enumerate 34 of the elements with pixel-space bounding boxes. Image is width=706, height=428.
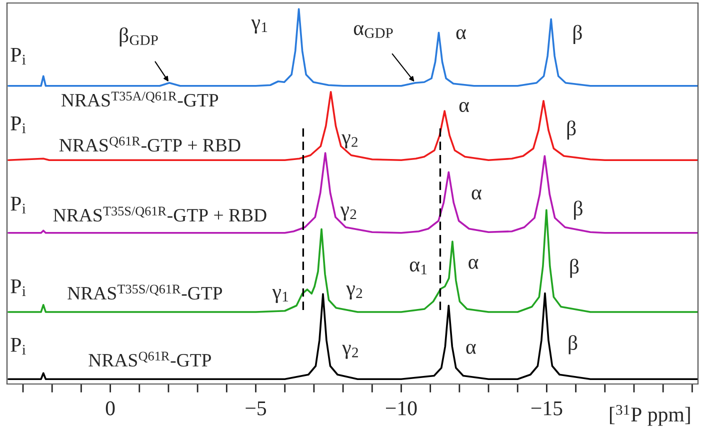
annotation: β [574, 24, 582, 44]
annotation: α$_{GDP}$ [354, 25, 393, 38]
annotation: NRAS$^{T35S/Q61R}$-GTP + RBD [53, 206, 266, 222]
annotation: γ$_{2}$ [340, 206, 356, 221]
annotation: γ$_{1}$ [251, 20, 268, 34]
annotation: γ$_{2}$ [346, 286, 362, 300]
annotation: α [466, 344, 476, 354]
x-tick-label: −10 [386, 401, 417, 416]
annotation: α [472, 190, 482, 200]
x-tick-label: −5 [246, 401, 266, 416]
annotation: NRAS$^{Q61R}$-GTP [88, 352, 211, 367]
annotation: P$_{i}$ [10, 116, 26, 134]
annotation: β [568, 335, 578, 354]
annotation: P$_{i}$ [10, 48, 26, 64]
annotation: β [567, 120, 576, 140]
annotation: P$_{i}$ [10, 196, 26, 214]
annotation: NRAS$^{Q61R}$-GTP + RBD [59, 136, 240, 152]
annotation: β [570, 258, 579, 278]
annotation: γ$_{2}$ [342, 134, 358, 148]
annotation: P$_{i}$ [10, 338, 26, 355]
x-axis-title: [$^{31}$P ppm] [610, 405, 690, 426]
annotation: α [459, 102, 470, 112]
x-tick-label: 0 [106, 401, 115, 416]
annotation: α [468, 258, 478, 269]
annotation: NRAS$^{T35S/Q61R}$-GTP [68, 284, 222, 300]
annotation: α$_{1}$ [410, 262, 427, 274]
annotation: γ$_{1}$ [272, 288, 288, 303]
annotation: γ$_{2}$ [342, 344, 358, 359]
annotation: α [456, 29, 466, 40]
annotation: β [574, 200, 582, 220]
annotation: P$_{i}$ [10, 279, 26, 296]
annotation: β$_{GDP}$ [120, 27, 158, 46]
x-tick-label: −15 [531, 401, 562, 416]
annotation: NRAS$^{T35A/Q61R}$-GTP [62, 92, 218, 107]
